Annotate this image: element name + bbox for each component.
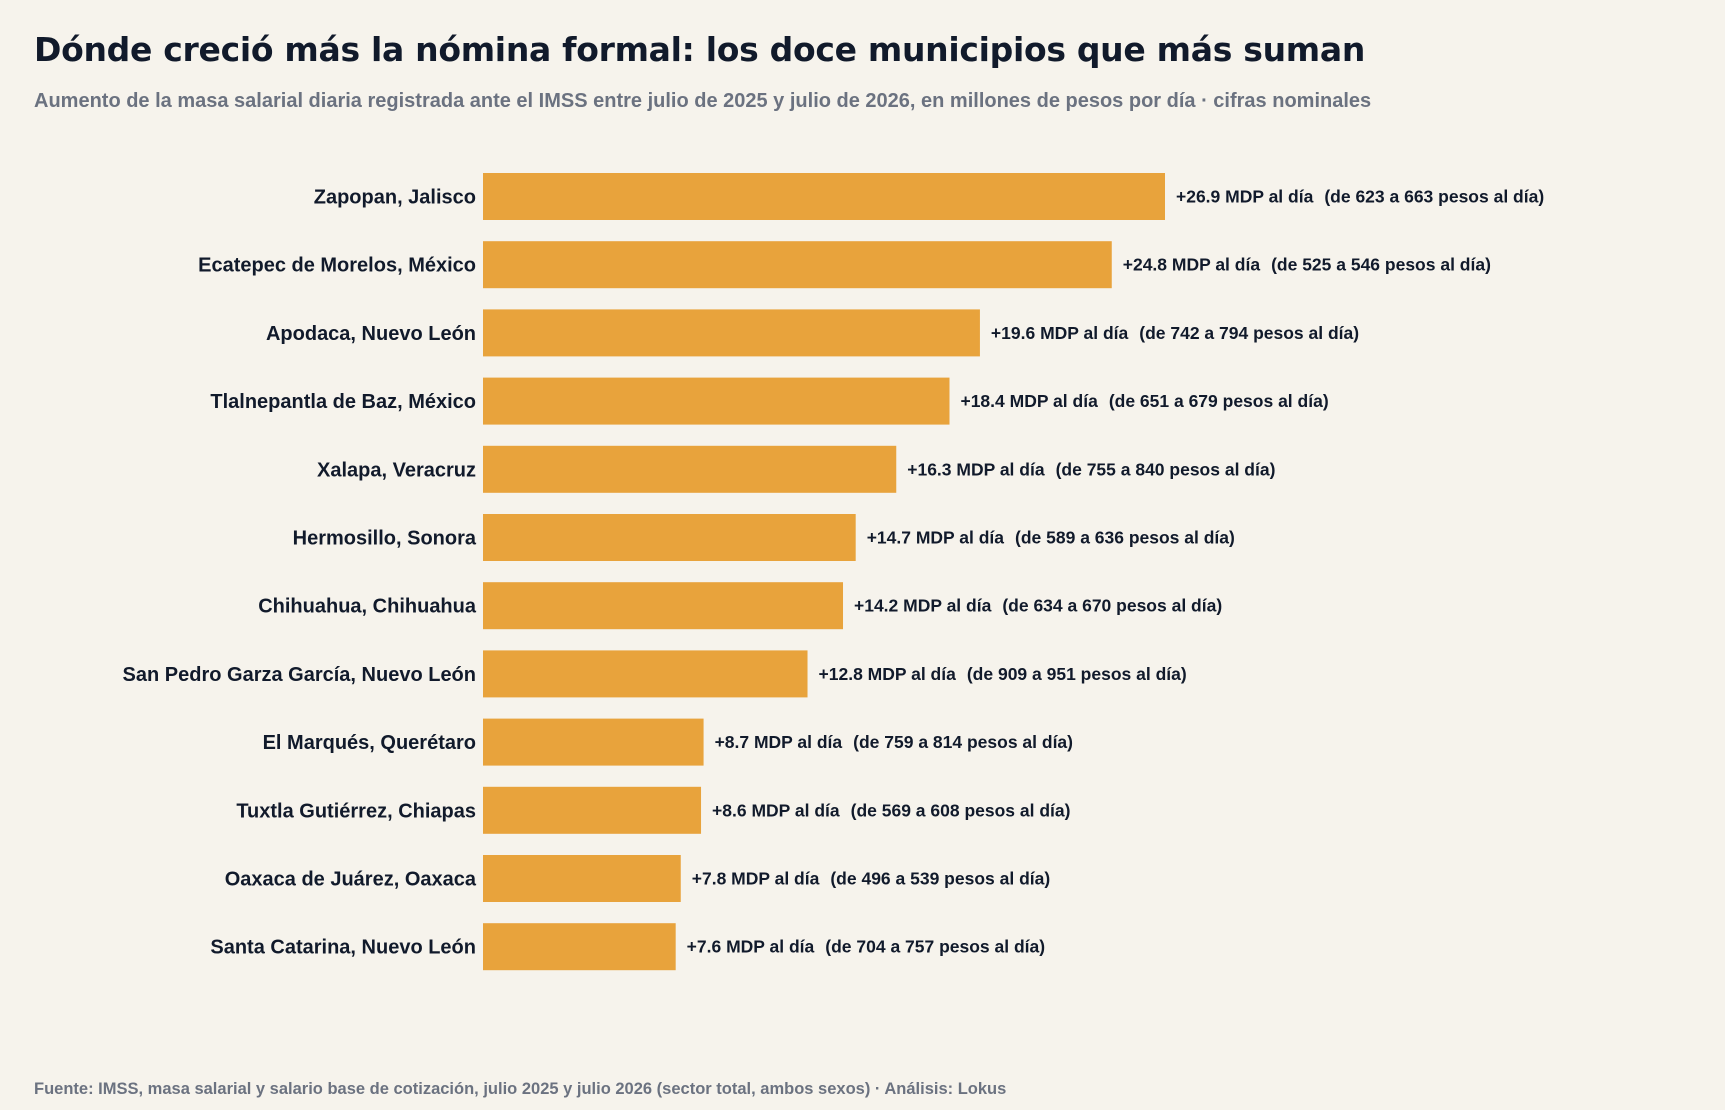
wage-range-annotation: (de 496 a 539 pesos al día) [830, 869, 1050, 889]
category-label: Zapopan, Jalisco [314, 187, 476, 209]
category-label: Apodaca, Nuevo León [266, 323, 476, 345]
wage-range-annotation: (de 569 a 608 pesos al día) [851, 800, 1071, 820]
wage-range-annotation: (de 634 a 670 pesos al día) [1002, 596, 1222, 616]
category-label: Chihuahua, Chihuahua [258, 596, 477, 618]
bar [483, 309, 980, 357]
value-label: +16.3 MDP al día [907, 459, 1045, 479]
value-label-group: +16.3 MDP al día (de 755 a 840 pesos al d… [907, 459, 1275, 479]
bar-row: Zapopan, Jalisco +26.9 MDP al día (de 623 … [314, 173, 1544, 220]
bar [483, 582, 844, 630]
category-label: Tuxtla Gutiérrez, Chiapas [236, 800, 476, 822]
chart-subtitle: Aumento de la masa salarial diaria regis… [34, 90, 1372, 112]
bar [483, 173, 1165, 220]
value-label-group: +19.6 MDP al día (de 742 a 794 pesos al d… [991, 323, 1359, 343]
chart-source-note: Fuente: IMSS, masa salarial y salario ba… [34, 1080, 1007, 1098]
bar-row: El Marqués, Querétaro +8.7 MDP al día (de … [263, 718, 1073, 766]
bar [483, 445, 897, 493]
bar-row: Tlalnepantla de Baz, México +18.4 MDP al … [210, 377, 1329, 425]
wage-range-annotation: (de 704 a 757 pesos al día) [825, 937, 1045, 957]
bar-row: San Pedro Garza García, Nuevo León +12.8 … [123, 650, 1187, 698]
category-label: Oaxaca de Juárez, Oaxaca [225, 869, 477, 891]
bar-row: Apodaca, Nuevo León +19.6 MDP al día (de 7… [266, 309, 1359, 357]
value-label: +7.6 MDP al día [687, 937, 815, 957]
bar [483, 377, 950, 425]
value-label: +8.7 MDP al día [715, 732, 843, 752]
value-label-group: +24.8 MDP al día (de 525 a 546 pesos al d… [1123, 255, 1491, 275]
category-label: Santa Catarina, Nuevo León [210, 937, 476, 959]
category-label: Xalapa, Veracruz [317, 459, 476, 481]
bar-row: Hermosillo, Sonora +14.7 MDP al día (de 58… [293, 514, 1235, 561]
bar-row: Oaxaca de Juárez, Oaxaca +7.8 MDP al día (… [225, 855, 1050, 902]
bar-row: Chihuahua, Chihuahua +14.2 MDP al día (de … [258, 582, 1222, 630]
bar-row: Ecatepec de Morelos, México +24.8 MDP al … [198, 241, 1491, 289]
value-label: +12.8 MDP al día [819, 664, 957, 684]
value-label-group: +14.7 MDP al día (de 589 a 636 pesos al d… [867, 528, 1235, 548]
wage-range-annotation: (de 909 a 951 pesos al día) [967, 664, 1187, 684]
value-label: +24.8 MDP al día [1123, 255, 1261, 275]
bar [483, 650, 808, 698]
bar-row: Santa Catarina, Nuevo León +7.6 MDP al dí… [210, 923, 1045, 971]
chart-title: Dónde creció más la nómina formal: los d… [34, 30, 1366, 69]
value-label: +8.6 MDP al día [712, 800, 840, 820]
value-label-group: +7.6 MDP al día (de 704 a 757 pesos al dí… [687, 937, 1045, 957]
bar [483, 514, 856, 561]
value-label-group: +8.7 MDP al día (de 759 a 814 pesos al dí… [715, 732, 1073, 752]
value-label: +19.6 MDP al día [991, 323, 1129, 343]
category-label: San Pedro Garza García, Nuevo León [123, 664, 476, 686]
value-label-group: +14.2 MDP al día (de 634 a 670 pesos al d… [854, 596, 1222, 616]
wage-range-annotation: (de 755 a 840 pesos al día) [1056, 459, 1276, 479]
value-label: +7.8 MDP al día [692, 869, 820, 889]
value-label-group: +18.4 MDP al día (de 651 a 679 pesos al d… [960, 391, 1328, 411]
category-label: Ecatepec de Morelos, México [198, 255, 476, 277]
bar [483, 718, 704, 766]
bar [483, 855, 681, 902]
wage-range-annotation: (de 651 a 679 pesos al día) [1109, 391, 1329, 411]
bar [483, 786, 702, 834]
value-label: +18.4 MDP al día [960, 391, 1098, 411]
value-label: +14.2 MDP al día [854, 596, 992, 616]
category-label: Tlalnepantla de Baz, México [210, 391, 476, 413]
category-label: El Marqués, Querétaro [263, 732, 476, 754]
wage-range-annotation: (de 759 a 814 pesos al día) [853, 732, 1073, 752]
wage-range-annotation: (de 742 a 794 pesos al día) [1139, 323, 1359, 343]
wage-range-annotation: (de 589 a 636 pesos al día) [1015, 528, 1235, 548]
wage-range-annotation: (de 525 a 546 pesos al día) [1271, 255, 1491, 275]
category-label: Hermosillo, Sonora [293, 528, 477, 550]
bar [483, 241, 1112, 289]
bars-layer: Zapopan, Jalisco +26.9 MDP al día (de 623 … [123, 173, 1544, 971]
value-label-group: +7.8 MDP al día (de 496 a 539 pesos al dí… [692, 869, 1050, 889]
bar-row: Xalapa, Veracruz +16.3 MDP al día (de 755 … [317, 445, 1275, 493]
value-label-group: +12.8 MDP al día (de 909 a 951 pesos al d… [819, 664, 1187, 684]
wage-range-annotation: (de 623 a 663 pesos al día) [1324, 187, 1544, 207]
bar [483, 923, 676, 971]
value-label: +14.7 MDP al día [867, 528, 1005, 548]
value-label: +26.9 MDP al día [1176, 187, 1314, 207]
value-label-group: +26.9 MDP al día (de 623 a 663 pesos al d… [1176, 187, 1544, 207]
value-label-group: +8.6 MDP al día (de 569 a 608 pesos al dí… [712, 800, 1070, 820]
bar-row: Tuxtla Gutiérrez, Chiapas +8.6 MDP al día… [236, 786, 1070, 834]
